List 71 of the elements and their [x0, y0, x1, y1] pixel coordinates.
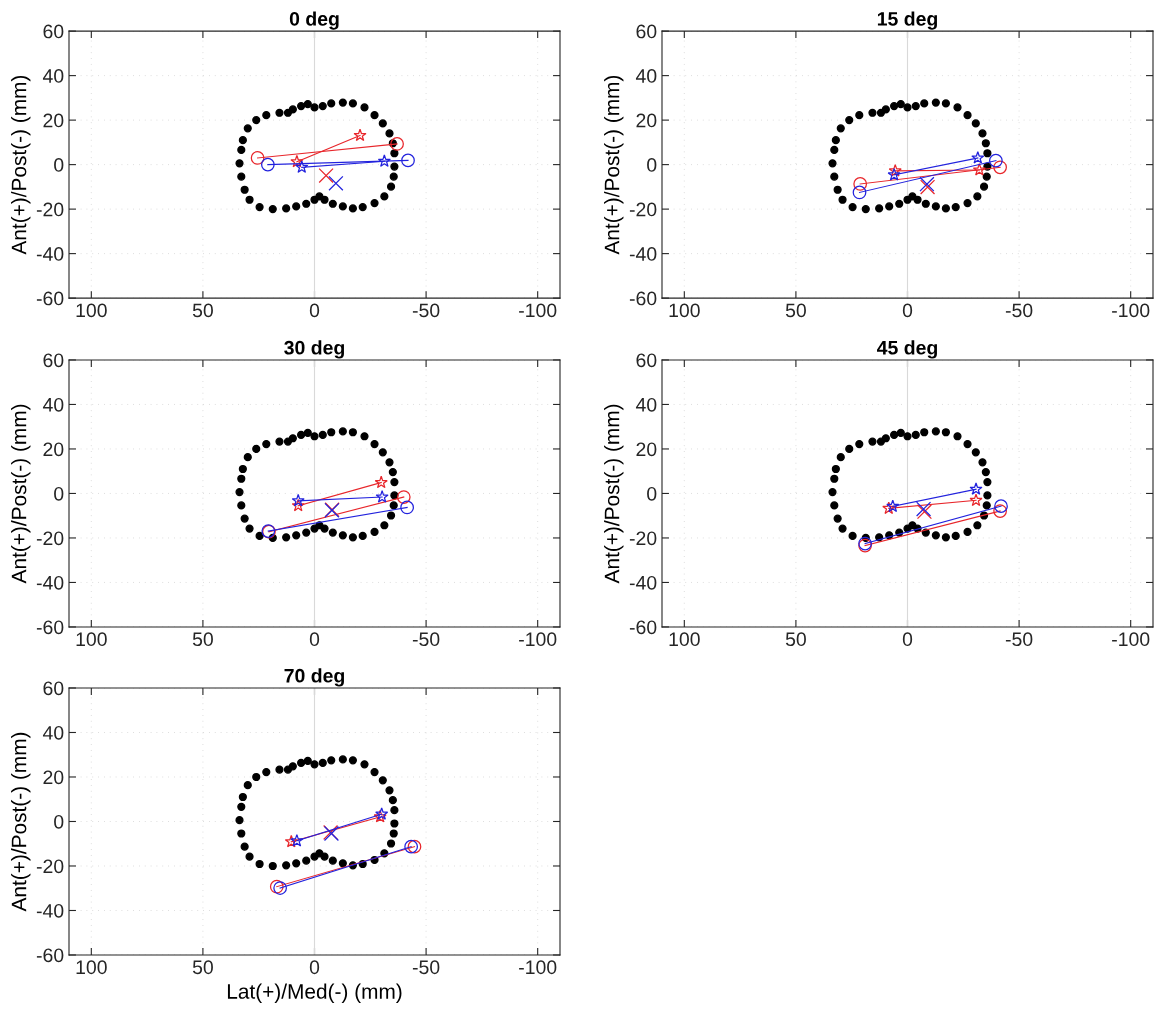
- y-tick-label: 60: [636, 24, 657, 39]
- y-tick-label: -20: [629, 202, 657, 217]
- x-tick-label: -100: [519, 632, 557, 647]
- y-tick-label: 20: [636, 113, 657, 128]
- y-tick-label: 40: [635, 397, 657, 412]
- y-axis-title: Ant(+)/Post(-) (mm): [11, 732, 31, 912]
- y-tick-label: 0: [54, 158, 64, 172]
- y-tick-label: -20: [36, 202, 64, 217]
- x-tick-label: 100: [76, 303, 107, 318]
- x-tick-label: 100: [76, 632, 107, 647]
- y-tick-label: -20: [36, 531, 64, 546]
- y-tick-label: -60: [36, 620, 64, 635]
- y-axis-title: Ant(+)/Post(-) (mm): [604, 404, 624, 584]
- y-tick-label: -60: [36, 948, 64, 963]
- y-axis-title: Ant(+)/Post(-) (mm): [604, 75, 624, 255]
- y-tick-label: -40: [36, 903, 64, 918]
- x-tick-label: 50: [785, 303, 806, 318]
- x-tick-label: 100: [669, 303, 700, 318]
- y-tick-label: 60: [43, 353, 64, 368]
- x-tick-label: -50: [412, 303, 440, 318]
- y-tick-label: -40: [36, 247, 64, 261]
- y-tick-label: 0: [54, 814, 64, 829]
- y-tick-label: -20: [36, 859, 64, 874]
- chart-title: 30 deg: [284, 340, 344, 359]
- x-tick-label: 50: [192, 632, 213, 647]
- x-tick-label: 0: [309, 303, 320, 318]
- y-tick-label: -60: [36, 291, 64, 306]
- y-tick-label: -40: [629, 247, 657, 261]
- y-tick-label: -60: [629, 291, 657, 306]
- x-tick-label: -100: [519, 960, 557, 975]
- y-tick-label: -40: [36, 575, 64, 590]
- x-tick-label: 100: [669, 632, 700, 647]
- chart-title: 70 deg: [284, 668, 344, 687]
- x-tick-label: 50: [192, 960, 213, 975]
- x-tick-label: 0: [309, 632, 320, 647]
- chart-title: 45 deg: [877, 340, 937, 359]
- y-tick-label: 20: [43, 770, 64, 785]
- x-tick-label: -100: [1112, 303, 1150, 318]
- y-tick-label: 0: [647, 486, 657, 501]
- y-tick-label: 20: [636, 442, 657, 457]
- x-tick-label: -50: [412, 960, 440, 975]
- y-tick-label: 40: [635, 69, 657, 83]
- y-tick-label: 20: [43, 113, 64, 128]
- y-tick-label: 60: [43, 24, 64, 39]
- x-tick-label: -50: [1005, 303, 1033, 318]
- y-tick-label: 40: [42, 725, 64, 740]
- y-tick-label: 20: [43, 442, 64, 457]
- x-tick-label: -50: [1005, 632, 1033, 647]
- x-tick-label: -50: [412, 632, 440, 647]
- x-axis-title: Lat(+)/Med(-) (mm): [227, 983, 402, 1003]
- x-tick-label: 0: [902, 303, 913, 318]
- y-axis-title: Ant(+)/Post(-) (mm): [11, 75, 31, 255]
- y-tick-label: 60: [43, 681, 64, 696]
- y-tick-label: 60: [636, 353, 657, 368]
- chart-title: 15 deg: [877, 11, 937, 30]
- x-tick-label: 0: [309, 960, 320, 975]
- y-tick-label: -20: [629, 531, 657, 546]
- x-tick-label: -100: [1112, 632, 1150, 647]
- x-tick-label: 50: [785, 632, 806, 647]
- y-tick-label: 0: [54, 486, 64, 501]
- y-tick-label: -60: [629, 620, 657, 635]
- y-tick-label: -40: [629, 575, 657, 590]
- x-tick-label: 0: [902, 632, 913, 647]
- y-axis-title: Ant(+)/Post(-) (mm): [11, 404, 31, 584]
- x-tick-label: 100: [76, 960, 107, 975]
- x-tick-label: -100: [519, 303, 557, 318]
- x-tick-label: 50: [192, 303, 213, 318]
- y-tick-label: 40: [42, 397, 64, 412]
- chart-title: 0 deg: [289, 11, 339, 30]
- y-tick-label: 0: [647, 158, 657, 172]
- y-tick-label: 40: [42, 69, 64, 83]
